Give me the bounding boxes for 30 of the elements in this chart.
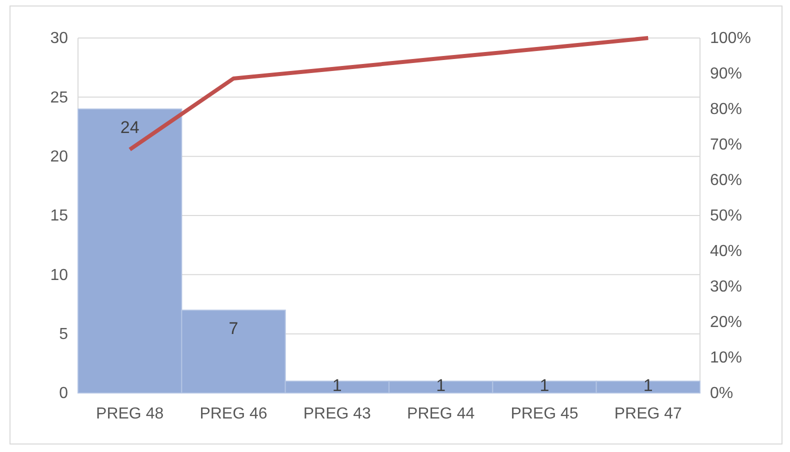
data-label: 1 (436, 376, 446, 395)
y2-tick-label: 40% (710, 243, 742, 260)
x-tick-label: PREG 47 (614, 405, 682, 422)
y-tick-label: 0 (59, 385, 68, 402)
x-tick-label: PREG 45 (510, 405, 578, 422)
y2-tick-label: 80% (710, 101, 742, 118)
y-tick-label: 10 (50, 266, 68, 284)
y2-tick-label: 70% (710, 136, 742, 154)
y-tick-label: 20 (50, 148, 68, 166)
y2-tick-label: 20% (710, 314, 742, 332)
y-tick-label: 5 (59, 326, 68, 343)
x-tick-label: PREG 43 (303, 405, 372, 422)
y2-tick-label: 60% (710, 172, 742, 190)
data-label: 1 (540, 376, 550, 395)
data-label: 24 (120, 118, 140, 137)
y-tick-label: 30 (50, 30, 68, 48)
data-label: 1 (332, 376, 342, 395)
x-tick-label: PREG 44 (407, 405, 475, 422)
data-label: 1 (643, 376, 653, 395)
y2-tick-label: 30% (710, 278, 742, 296)
x-tick-label: PREG 46 (200, 405, 268, 422)
x-tick-label: PREG 48 (96, 405, 164, 422)
y2-tick-label: 90% (710, 66, 742, 83)
y-tick-label: 15 (50, 208, 68, 225)
y-tick-label: 25 (50, 89, 68, 106)
y2-tick-label: 100% (710, 30, 751, 48)
y2-tick-label: 0% (710, 385, 734, 402)
data-label: 7 (228, 319, 238, 338)
y2-tick-label: 10% (710, 350, 742, 367)
y2-tick-label: 50% (710, 208, 742, 225)
